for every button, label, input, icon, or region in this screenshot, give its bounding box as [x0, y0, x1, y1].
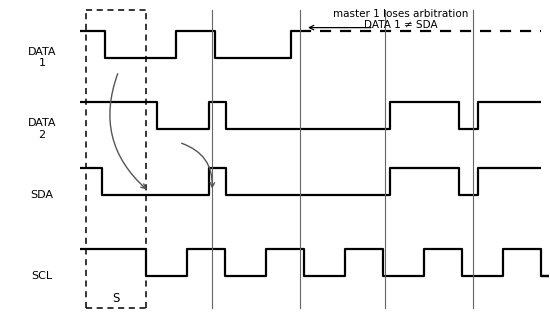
- Text: SDA: SDA: [30, 190, 53, 200]
- Text: master 1 loses arbitration
DATA 1 ≠ SDA: master 1 loses arbitration DATA 1 ≠ SDA: [333, 9, 469, 30]
- Text: DATA
2: DATA 2: [28, 118, 56, 140]
- Text: SCL: SCL: [31, 271, 52, 281]
- Text: S: S: [112, 292, 119, 305]
- Text: DATA
1: DATA 1: [28, 47, 56, 68]
